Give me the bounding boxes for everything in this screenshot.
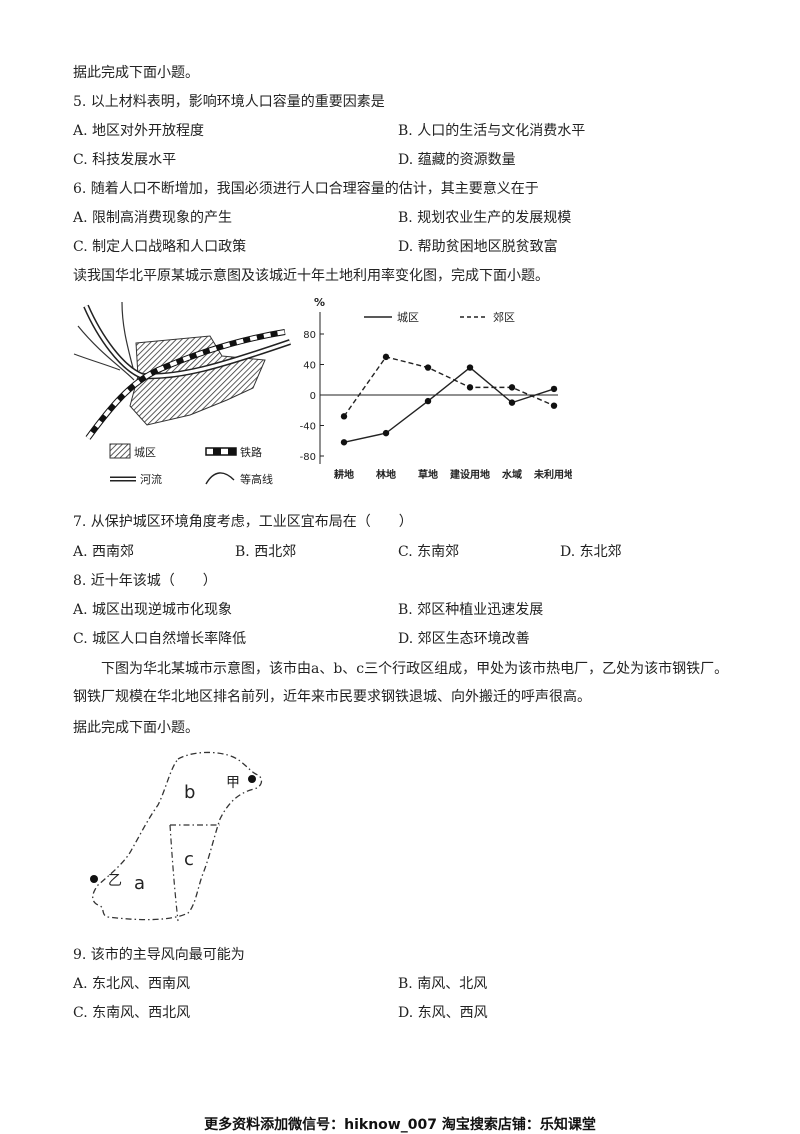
- land-use-change-chart: % 城区 郊区 80 40 0 -40 -80 耕地 林地 草地 建设用地 水域 未利用地: [300, 296, 572, 481]
- y-tick-label: 80: [303, 330, 316, 341]
- passage: 下图为华北某城市示意图，该市由a、b、c三个行政区组成，甲处为该市热电厂，乙处为…: [73, 655, 733, 711]
- series-1-point: [466, 364, 474, 371]
- legend-railway-label: 铁路: [240, 446, 262, 459]
- legend-contour-swatch: [205, 472, 235, 485]
- passage-text: 下图为华北某城市示意图，该市由a、b、c三个行政区组成，甲处为该市热电厂，乙处为…: [73, 661, 729, 705]
- q6-option-b: B. 规划农业生产的发展规模: [398, 210, 572, 226]
- q8-option-d: D. 郊区生态环境改善: [398, 631, 530, 647]
- q6-option-c: C. 制定人口战略和人口政策: [73, 239, 247, 255]
- q7-option-d: D. 东北郊: [560, 544, 622, 560]
- q5-stem: 5. 以上材料表明，影响环境人口容量的重要因素是: [73, 94, 385, 110]
- district-c-label: c: [184, 849, 194, 870]
- legend-series-2: 郊区: [493, 311, 515, 324]
- site-yi-label: 乙: [108, 873, 122, 889]
- q8-option-b: B. 郊区种植业迅速发展: [398, 602, 544, 618]
- legend-river-label: 河流: [140, 472, 162, 486]
- q5-option-a: A. 地区对外开放程度: [73, 123, 205, 139]
- q6-stem: 6. 随着人口不断增加，我国必须进行人口合理容量的估计，其主要意义在于: [73, 181, 539, 197]
- y-tick-label: -80: [300, 452, 316, 463]
- intro-text-1: 据此完成下面小题。: [73, 65, 199, 81]
- legend-series-1: 城区: [397, 311, 419, 324]
- contour-line: [73, 353, 121, 371]
- series-2-point: [340, 413, 348, 420]
- district-boundary: [169, 824, 179, 922]
- q7-option-b: B. 西北郊: [235, 544, 297, 560]
- legend-urban-label: 城区: [134, 446, 156, 459]
- y-tick-label: 40: [303, 361, 316, 372]
- series-1-point: [382, 429, 390, 437]
- x-category-label: 林地: [376, 468, 396, 481]
- series-1-point: [550, 385, 558, 393]
- y-axis-unit: %: [314, 296, 325, 309]
- q8-option-c: C. 城区人口自然增长率降低: [73, 631, 247, 647]
- contour-line: [121, 301, 135, 373]
- q6-option-a: A. 限制高消费现象的产生: [73, 210, 233, 226]
- district-map-figure: b 甲 c 乙 a: [90, 751, 263, 922]
- intro-text-3: 据此完成下面小题。: [73, 720, 199, 736]
- q5-option-d: D. 蕴藏的资源数量: [398, 152, 516, 168]
- x-category-label: 未利用地: [533, 468, 572, 481]
- q9-option-d: D. 东风、西风: [398, 1005, 488, 1021]
- y-tick-label: -40: [300, 422, 316, 433]
- legend-urban-swatch: [109, 443, 131, 459]
- series-1-point: [424, 397, 432, 405]
- series-2-point: [550, 402, 558, 409]
- footer-contact: 更多资料添加微信号：hiknow_007 淘宝搜索店铺：乐知课堂: [204, 1117, 596, 1133]
- q7-option-a: A. 西南郊: [73, 544, 135, 560]
- y-tick-label: 0: [310, 391, 316, 402]
- legend-contour-label: 等高线: [240, 472, 273, 486]
- q5-option-c: C. 科技发展水平: [73, 152, 177, 168]
- q8-stem: 8. 近十年该城（ ）: [73, 573, 217, 589]
- q6-option-d: D. 帮助贫困地区脱贫致富: [398, 239, 558, 255]
- x-category-label: 草地: [418, 468, 438, 481]
- district-a-label: a: [134, 873, 145, 894]
- series-2-point: [466, 384, 474, 391]
- q8-option-a: A. 城区出现逆城市化现象: [73, 602, 233, 618]
- power-plant-marker: [248, 775, 256, 783]
- city-map-figure: 城区 铁路 河流 等高线: [73, 301, 291, 486]
- district-b-label: b: [184, 782, 195, 803]
- x-category-label: 水域: [501, 468, 522, 481]
- q9-option-b: B. 南风、北风: [398, 976, 488, 992]
- series-line-2: [343, 356, 555, 417]
- contour-line: [77, 325, 135, 381]
- q7-option-c: C. 东南郊: [398, 544, 460, 560]
- city-boundary: [92, 751, 263, 921]
- x-category-label: 建设用地: [449, 468, 490, 481]
- series-1-point: [340, 439, 348, 446]
- series-2-point: [508, 384, 516, 391]
- q9-option-a: A. 东北风、西南风: [73, 976, 191, 992]
- q7-stem: 7. 从保护城区环境角度考虑，工业区宜布局在（ ）: [73, 514, 413, 530]
- steel-plant-marker: [90, 875, 98, 883]
- x-category-label: 耕地: [334, 468, 354, 481]
- series-2-point: [424, 364, 432, 371]
- series-1-point: [508, 399, 516, 406]
- series-line-1: [343, 366, 555, 443]
- q9-stem: 9. 该市的主导风向最可能为: [73, 947, 245, 963]
- q5-option-b: B. 人口的生活与文化消费水平: [398, 123, 586, 139]
- q9-option-c: C. 东南风、西北风: [73, 1005, 191, 1021]
- intro-text-2: 读我国华北平原某城示意图及该城近十年土地利用率变化图，完成下面小题。: [73, 268, 549, 284]
- urban-area: [129, 335, 266, 426]
- site-jia-label: 甲: [226, 775, 240, 791]
- series-2-point: [382, 353, 390, 361]
